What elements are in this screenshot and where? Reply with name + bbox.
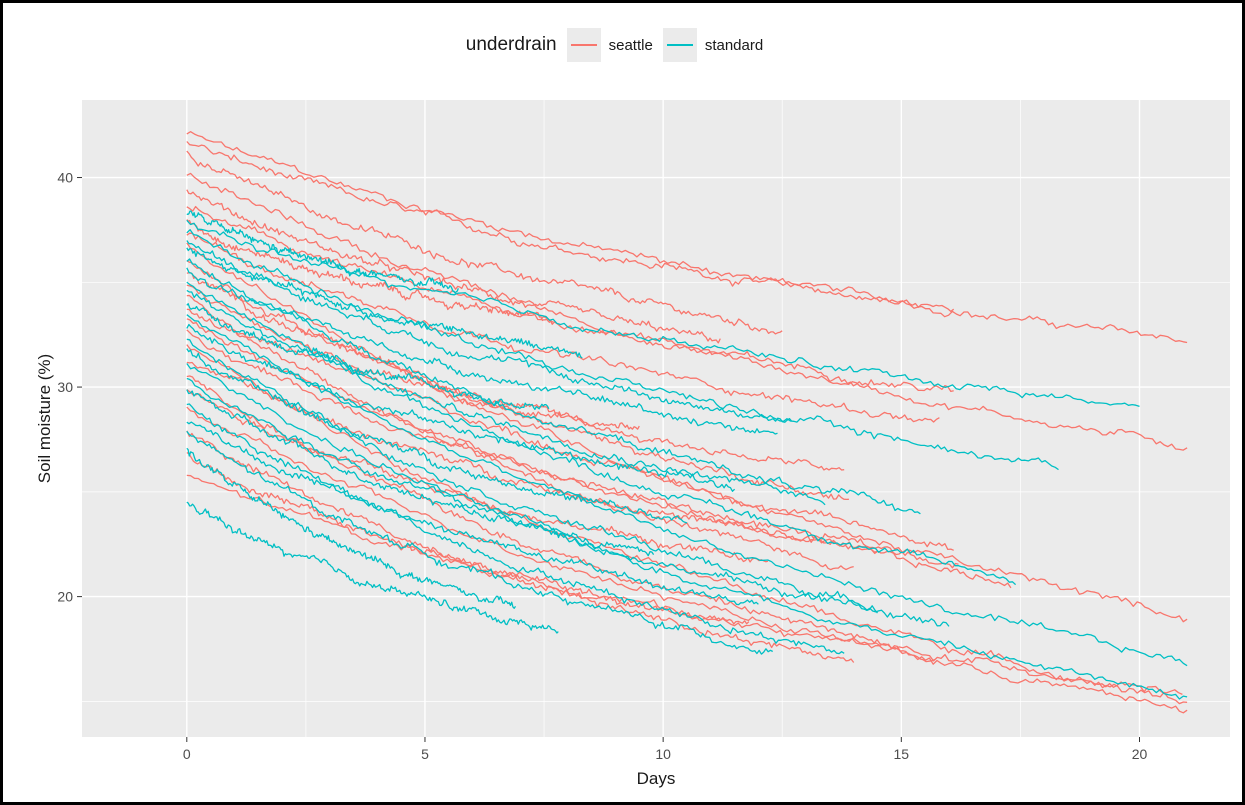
series-line-seattle-3 bbox=[186, 172, 1188, 451]
series-line-seattle-18 bbox=[186, 375, 935, 663]
series-line-standard-1 bbox=[186, 219, 1140, 408]
axis-ticks bbox=[77, 177, 1140, 742]
legend: underdrain seattle standard bbox=[0, 28, 1239, 62]
series-line-standard-18 bbox=[186, 421, 759, 606]
series-line-standard-9 bbox=[186, 303, 550, 411]
series-line-seattle-23 bbox=[186, 474, 1183, 695]
series-line-standard-0 bbox=[186, 210, 459, 294]
series-line-seattle-20 bbox=[186, 406, 1188, 714]
series-line-standard-7 bbox=[186, 281, 1017, 586]
series-line-seattle-2 bbox=[186, 150, 783, 335]
y-tick-label: 20 bbox=[57, 589, 73, 605]
series-line-standard-20 bbox=[186, 447, 517, 609]
legend-entry-seattle: seattle bbox=[566, 28, 653, 62]
legend-entry-standard: standard bbox=[662, 28, 764, 62]
y-tick-label: 40 bbox=[57, 170, 73, 186]
legend-key-seattle bbox=[566, 28, 601, 62]
series-line-seattle-12 bbox=[186, 294, 854, 571]
series-line-seattle-10 bbox=[186, 272, 640, 430]
series-line-seattle-0 bbox=[186, 131, 1188, 344]
series-line-seattle-19 bbox=[186, 388, 769, 563]
series-line-standard-6 bbox=[186, 267, 778, 435]
series-line-seattle-7 bbox=[186, 232, 940, 423]
legend-title: underdrain bbox=[465, 34, 557, 55]
series-line-seattle-6 bbox=[186, 219, 555, 325]
series-line-standard-8 bbox=[186, 289, 826, 506]
series-line-standard-10 bbox=[186, 314, 1188, 667]
series-line-standard-17 bbox=[186, 403, 845, 655]
series-lines bbox=[186, 131, 1188, 714]
x-axis-title: Days bbox=[637, 769, 676, 788]
series-line-standard-5 bbox=[186, 258, 921, 515]
series-line-seattle-22 bbox=[186, 452, 750, 625]
series-line-seattle-5 bbox=[186, 205, 954, 393]
y-axis-title: Soil moisture (%) bbox=[35, 354, 54, 483]
legend-key-standard bbox=[662, 28, 697, 62]
series-line-standard-13 bbox=[186, 348, 688, 524]
series-line-seattle-13 bbox=[186, 308, 845, 471]
series-line-seattle-15 bbox=[186, 329, 959, 569]
x-tick-label: 10 bbox=[655, 746, 671, 762]
grid-major bbox=[82, 100, 1230, 737]
series-line-standard-4 bbox=[186, 247, 583, 359]
x-tick-label: 0 bbox=[183, 746, 191, 762]
legend-label-standard: standard bbox=[704, 36, 764, 54]
y-tick-labels: 20 30 40 bbox=[57, 170, 73, 605]
y-tick-label: 30 bbox=[57, 379, 73, 395]
series-line-standard-2 bbox=[186, 229, 1059, 471]
series-line-standard-21 bbox=[186, 501, 559, 634]
series-line-standard-16 bbox=[186, 389, 655, 557]
series-line-standard-12 bbox=[186, 338, 950, 627]
series-line-standard-3 bbox=[186, 240, 793, 423]
x-tick-label: 20 bbox=[1132, 746, 1148, 762]
series-line-seattle-16 bbox=[186, 344, 1188, 705]
x-tick-labels: 0 5 10 15 20 bbox=[183, 746, 1148, 762]
series-line-standard-11 bbox=[186, 323, 736, 492]
legend-swatch-standard bbox=[666, 44, 693, 46]
series-line-standard-14 bbox=[186, 363, 1188, 700]
x-tick-label: 5 bbox=[421, 746, 429, 762]
series-line-seattle-4 bbox=[186, 189, 721, 344]
x-tick-label: 15 bbox=[894, 746, 910, 762]
series-line-standard-19 bbox=[186, 430, 774, 655]
series-line-seattle-21 bbox=[186, 430, 855, 663]
plot-panel bbox=[82, 100, 1230, 737]
legend-label-seattle: seattle bbox=[608, 36, 653, 54]
series-line-seattle-1 bbox=[186, 141, 955, 313]
legend-swatch-seattle bbox=[570, 44, 597, 46]
